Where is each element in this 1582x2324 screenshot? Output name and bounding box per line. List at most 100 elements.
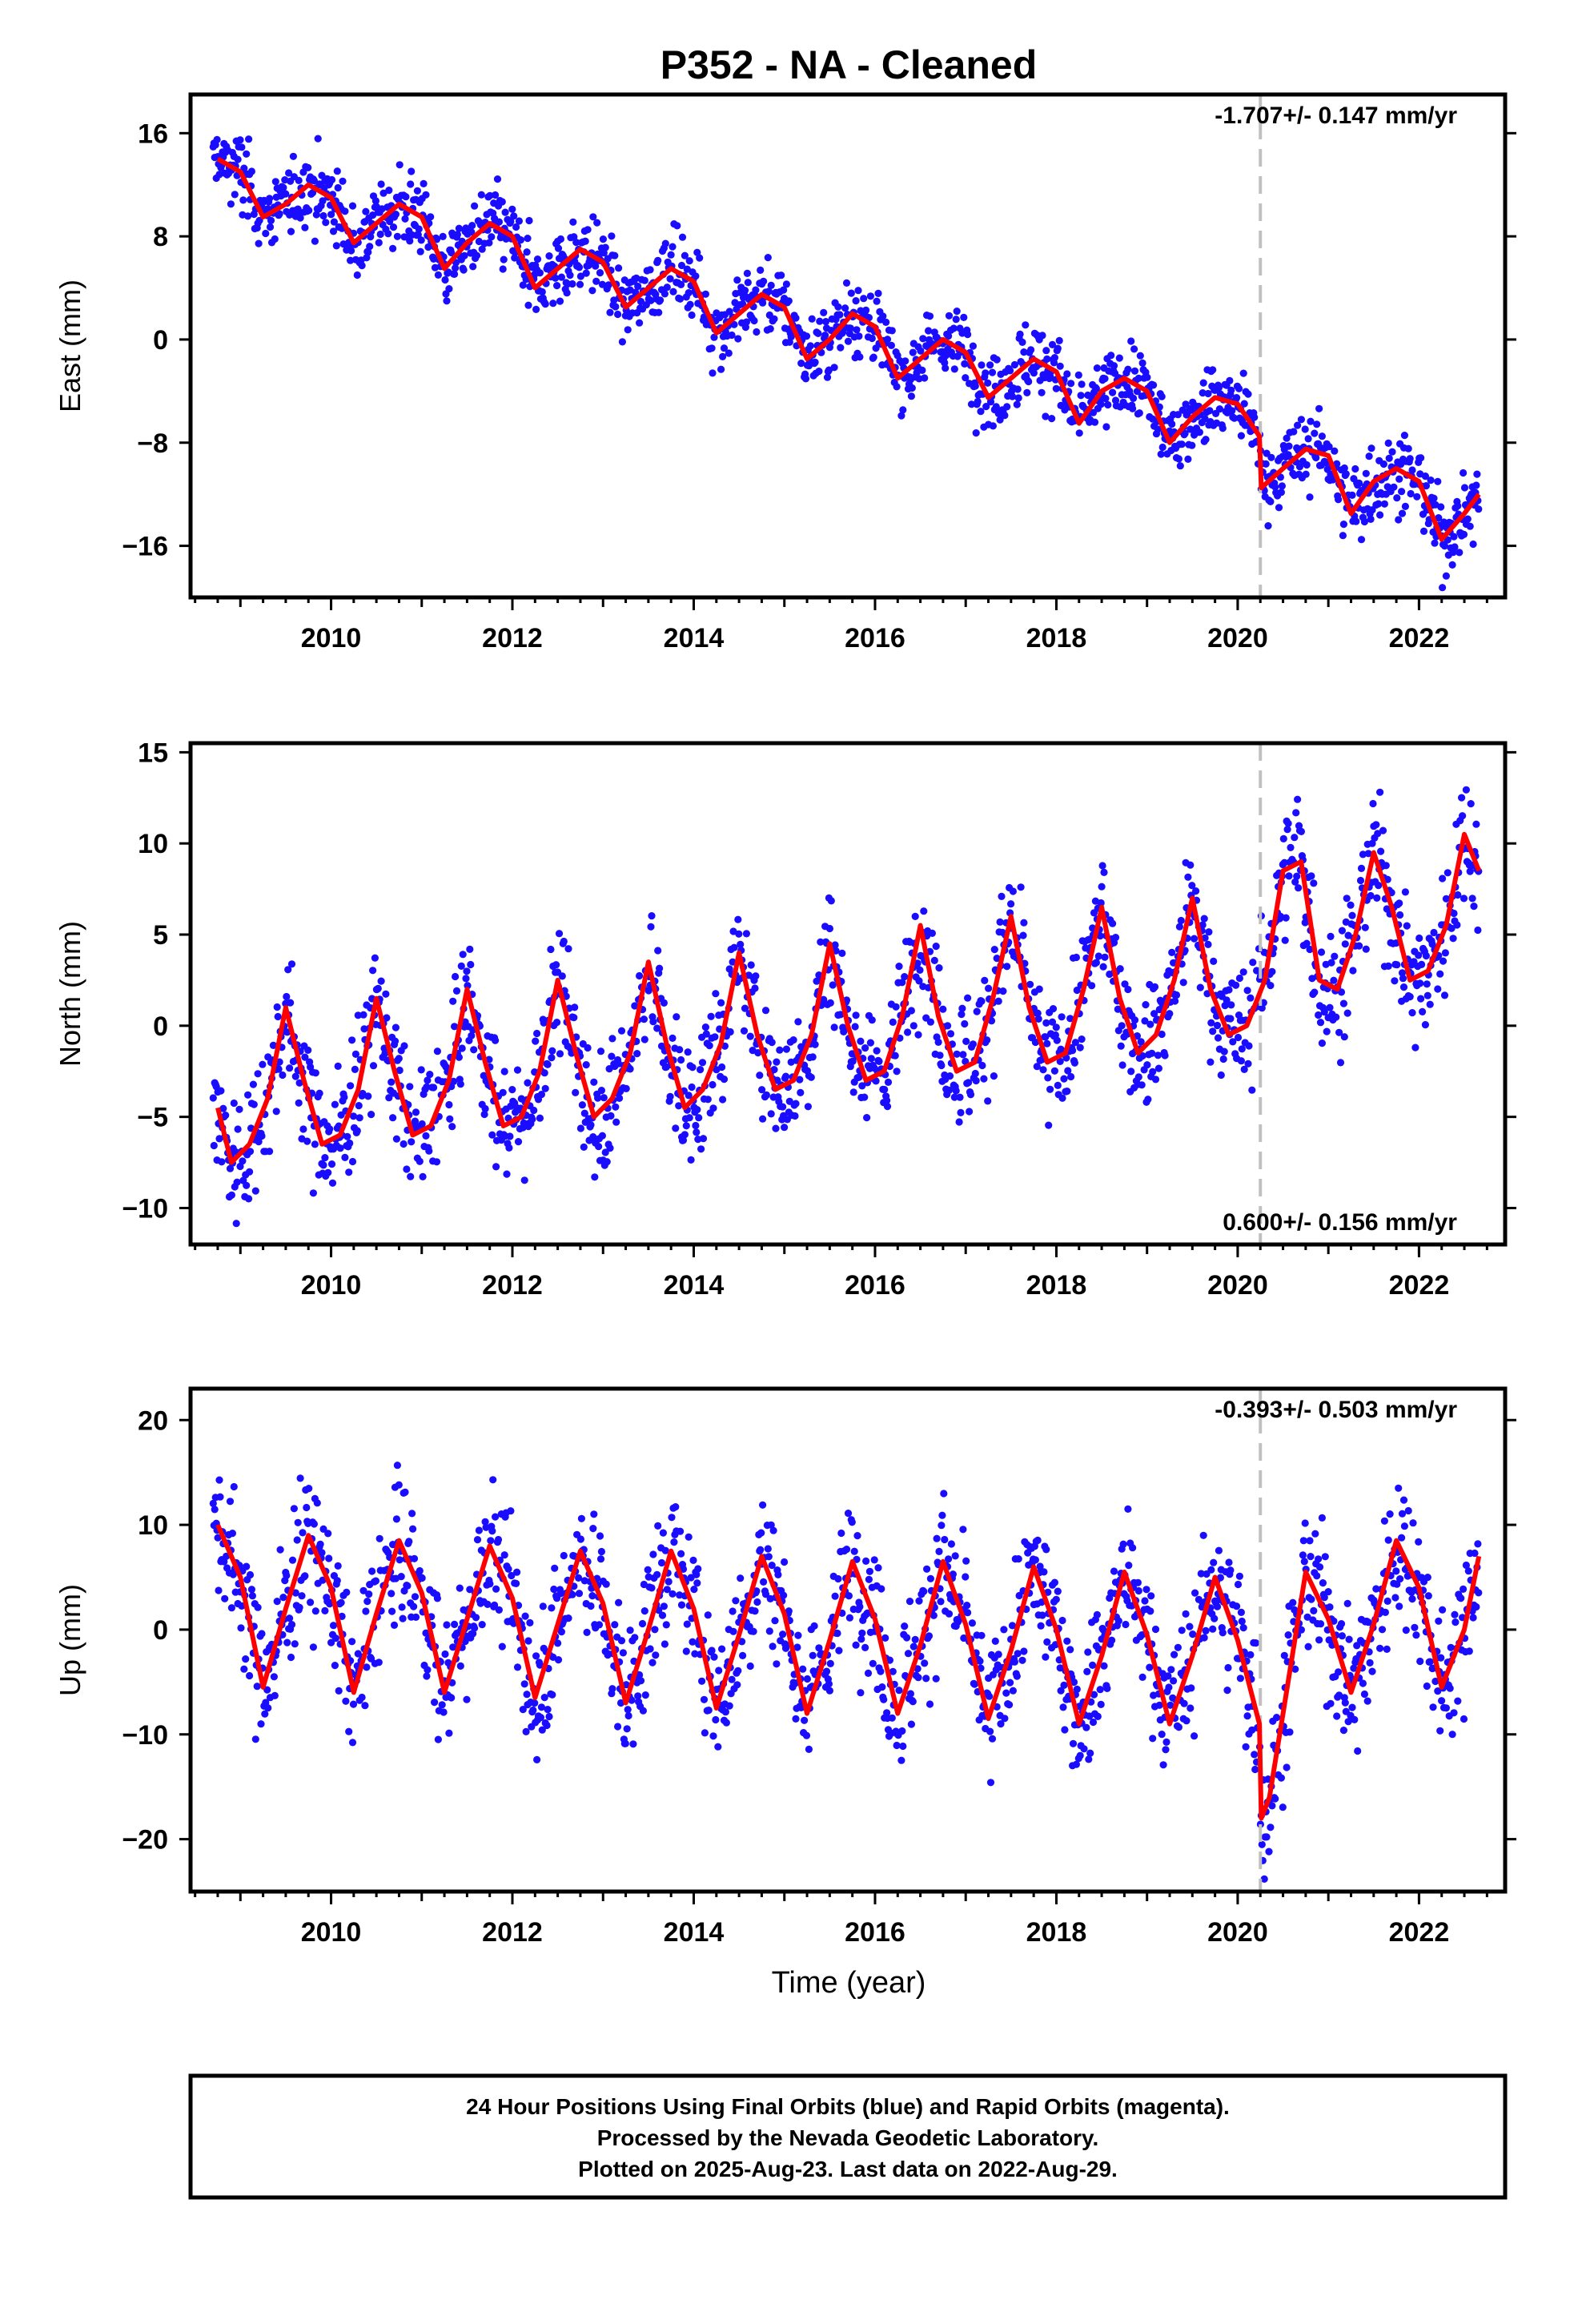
up-data-point — [1442, 1704, 1450, 1712]
east-data-point — [677, 295, 685, 303]
up-data-point — [1036, 1562, 1044, 1570]
east-data-point — [1195, 428, 1203, 436]
east-data-point — [666, 275, 674, 283]
up-data-point — [621, 1739, 629, 1747]
up-data-point — [1381, 1608, 1389, 1616]
up-data-point — [1146, 1607, 1154, 1615]
north-data-point — [1436, 970, 1444, 978]
north-data-point — [693, 1106, 701, 1114]
up-data-point — [481, 1518, 489, 1526]
north-data-point — [456, 1080, 464, 1088]
up-data-point — [375, 1659, 383, 1667]
north-data-point — [857, 1037, 865, 1045]
up-data-point — [1070, 1678, 1078, 1687]
east-data-point — [1331, 447, 1339, 455]
east-data-point — [391, 211, 400, 219]
east-data-point — [753, 328, 761, 336]
up-data-point — [1057, 1687, 1065, 1695]
up-data-point — [412, 1613, 420, 1621]
east-data-point — [1206, 407, 1214, 415]
north-data-point — [367, 1111, 375, 1119]
north-data-point — [408, 1138, 416, 1146]
north-data-point — [762, 1091, 771, 1099]
east-data-point — [1318, 432, 1326, 440]
east-data-point — [495, 218, 504, 226]
east-data-point — [319, 211, 327, 220]
east-data-point — [1092, 384, 1100, 392]
east-data-point — [1427, 476, 1435, 485]
north-data-point — [1009, 887, 1017, 895]
east-data-point — [592, 262, 600, 270]
up-data-point — [1189, 1630, 1197, 1638]
up-data-point — [409, 1602, 418, 1610]
north-data-point — [301, 1053, 309, 1061]
north-data-point — [726, 1027, 734, 1036]
east-data-point — [563, 289, 571, 297]
north-data-point — [656, 964, 664, 972]
up-data-point — [1238, 1617, 1246, 1626]
north-data-point — [374, 984, 382, 992]
up-data-point — [670, 1538, 678, 1546]
up-data-point — [903, 1634, 911, 1642]
north-data-point — [1327, 959, 1335, 967]
north-data-point — [1237, 1057, 1245, 1065]
north-data-point — [1048, 1018, 1057, 1026]
north-data-point — [1207, 1019, 1215, 1027]
east-data-point — [720, 344, 729, 352]
up-data-point — [253, 1683, 261, 1691]
east-data-point — [1368, 506, 1376, 514]
north-data-point — [1166, 1010, 1174, 1018]
up-data-point — [1315, 1563, 1324, 1571]
up-data-point — [1280, 1651, 1288, 1659]
east-data-point — [485, 239, 493, 247]
north-data-point — [697, 1145, 705, 1153]
east-data-point — [673, 222, 681, 230]
east-data-point — [1168, 420, 1176, 428]
up-data-point — [1378, 1626, 1387, 1634]
north-data-point — [395, 1055, 403, 1063]
east-data-point — [744, 279, 752, 287]
east-data-point — [757, 266, 765, 274]
north-data-point — [737, 940, 745, 948]
east-data-point — [330, 218, 338, 226]
up-data-point — [1227, 1566, 1235, 1574]
north-data-point — [1426, 1000, 1434, 1008]
east-data-point — [801, 375, 810, 383]
up-data-point — [261, 1710, 269, 1718]
north-data-point — [811, 1040, 819, 1048]
east-data-point — [1301, 425, 1309, 433]
north-data-point — [773, 1058, 781, 1066]
north-data-point — [1204, 940, 1212, 948]
up-data-point — [857, 1689, 865, 1697]
north-data-point — [311, 1140, 319, 1148]
up-data-point — [1186, 1704, 1195, 1712]
east-data-point — [856, 353, 864, 361]
up-data-point — [733, 1681, 741, 1689]
up-data-point — [524, 1637, 532, 1645]
east-data-point — [1375, 500, 1383, 508]
north-data-point — [217, 1087, 225, 1095]
up-data-point — [729, 1627, 737, 1635]
up-data-point — [1247, 1651, 1255, 1659]
east-data-point — [1158, 392, 1166, 400]
east-data-point — [1038, 388, 1046, 396]
east-data-point — [811, 358, 819, 366]
up-data-point — [1239, 1624, 1247, 1632]
up-data-point — [1182, 1610, 1190, 1618]
north-data-point — [1406, 993, 1414, 1001]
east-x-tick-label: 2022 — [1389, 623, 1450, 653]
up-data-point — [1399, 1496, 1408, 1504]
north-data-point — [1311, 988, 1319, 996]
up-data-point — [1187, 1684, 1195, 1692]
up-data-point — [641, 1691, 649, 1699]
north-data-point — [622, 1084, 630, 1092]
north-data-point — [492, 1163, 500, 1171]
north-data-point — [245, 1195, 253, 1203]
north-data-point — [1418, 960, 1426, 968]
up-data-point — [682, 1647, 690, 1655]
up-data-point — [443, 1621, 451, 1629]
up-data-point — [617, 1637, 626, 1645]
north-data-point — [251, 1187, 259, 1195]
up-data-point — [1158, 1731, 1166, 1739]
east-data-point — [545, 252, 553, 260]
